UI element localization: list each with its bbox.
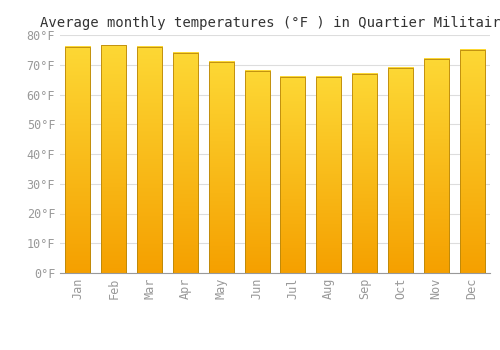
- Bar: [208, 62, 234, 273]
- Bar: [280, 77, 305, 273]
- Bar: [173, 53, 198, 273]
- Bar: [316, 77, 342, 273]
- Bar: [388, 68, 413, 273]
- Bar: [66, 47, 90, 273]
- Bar: [460, 50, 484, 273]
- Bar: [352, 74, 377, 273]
- Title: Average monthly temperatures (°F ) in Quartier Militaire: Average monthly temperatures (°F ) in Qu…: [40, 16, 500, 30]
- Bar: [244, 71, 270, 273]
- Bar: [137, 47, 162, 273]
- Bar: [101, 46, 126, 273]
- Bar: [424, 59, 449, 273]
